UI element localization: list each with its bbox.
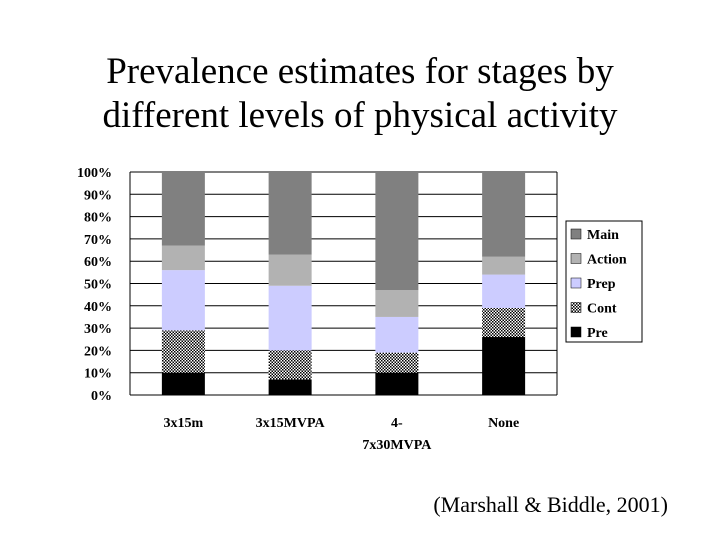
bar-segment-pre — [161, 372, 205, 395]
y-tick-label: 70% — [84, 233, 112, 248]
legend-label-pre: Pre — [587, 326, 608, 341]
y-tick-label: 30% — [84, 322, 112, 337]
bar-segment-action — [482, 256, 526, 275]
title-line-2: different levels of physical activity — [102, 95, 618, 136]
y-tick-label: 100% — [77, 166, 112, 181]
bar-segment-prep — [375, 316, 419, 353]
y-tick-label: 90% — [84, 188, 112, 203]
bar-segment-main — [161, 172, 205, 246]
legend-swatch-prep — [570, 277, 582, 289]
y-tick-label: 40% — [84, 300, 112, 315]
x-category-label: 7x30MVPA — [362, 438, 432, 453]
bar-segment-cont — [482, 308, 526, 338]
bar-segment-prep — [161, 270, 205, 331]
x-category-label: 4- — [391, 416, 403, 431]
y-tick-label: 60% — [84, 255, 112, 270]
citation: (Marshall & Biddle, 2001) — [433, 492, 668, 517]
legend: Main Action Prep Cont Pre — [565, 220, 643, 343]
x-category-label: 3x15m — [164, 416, 204, 431]
bar-segment-main — [482, 172, 526, 257]
x-category-label: 3x15MVPA — [256, 416, 326, 431]
legend-label-action: Action — [587, 253, 627, 268]
bar-segment-pre — [482, 337, 526, 395]
legend-swatch-action — [570, 253, 582, 264]
bar-segment-prep — [268, 285, 312, 351]
bar-segment-cont — [375, 352, 419, 373]
y-tick-label: 0% — [91, 389, 112, 404]
bar-segment-cont — [161, 330, 205, 373]
x-category-label: None — [488, 416, 519, 431]
bar-segment-action — [268, 254, 312, 286]
title-line-1: Prevalence estimates for stages by — [106, 51, 614, 92]
legend-label-main: Main — [587, 228, 619, 243]
y-tick-label: 50% — [84, 278, 112, 293]
bar-segment-cont — [268, 350, 312, 380]
y-tick-label: 20% — [84, 344, 112, 359]
y-tick-labels: 0% 10% 20% 30% 40% 50% 60% 70% 80% 90% 100% — [77, 166, 112, 404]
x-category-labels: 3x15m 3x15MVPA 4- 7x30MVPA None — [164, 416, 520, 453]
slide-title: Prevalence estimates for stages by diffe… — [0, 50, 720, 138]
legend-swatch-pre — [570, 326, 582, 338]
legend-swatch-main — [570, 228, 582, 240]
y-tick-label: 80% — [84, 211, 112, 226]
legend-label-cont: Cont — [587, 302, 617, 317]
bar-segment-pre — [375, 372, 419, 395]
y-tick-label: 10% — [84, 367, 112, 382]
bar-segment-main — [375, 172, 419, 291]
bar-segment-pre — [268, 379, 312, 395]
axes — [129, 172, 558, 396]
legend-label-prep: Prep — [587, 277, 616, 292]
bars — [161, 172, 526, 395]
bar-segment-prep — [482, 274, 526, 309]
bar-segment-action — [161, 245, 205, 271]
bar-segment-action — [375, 290, 419, 317]
bar-segment-main — [268, 172, 312, 255]
legend-swatch-cont — [570, 302, 582, 313]
